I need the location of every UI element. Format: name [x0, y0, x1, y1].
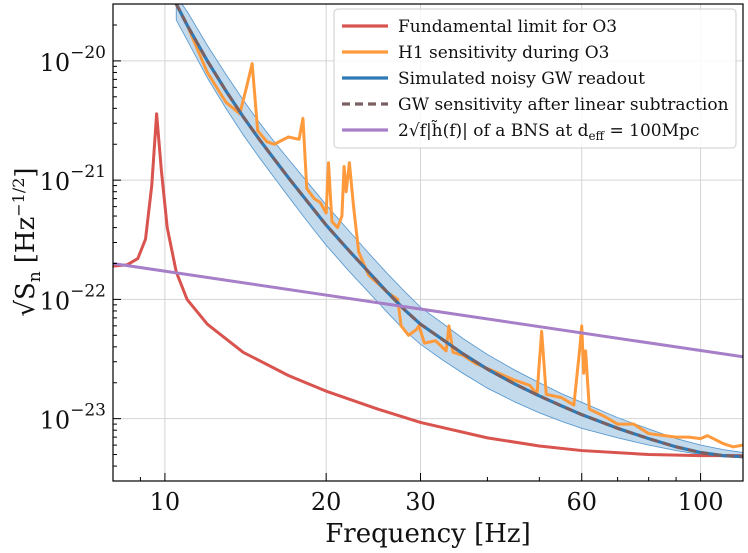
- legend-h1-sensitivity: H1 sensitivity during O3: [342, 43, 609, 63]
- y-tick-label-exponent: −23: [70, 401, 106, 421]
- y-axis-label-exp: −1/2: [9, 178, 28, 217]
- y-axis-label-close: ]: [11, 167, 41, 177]
- x-tick-label: 60: [566, 488, 597, 516]
- legend-label: H1 sensitivity during O3: [398, 43, 609, 63]
- legend-fundamental-limit: Fundamental limit for O3: [342, 17, 617, 37]
- y-tick-label-exponent: −21: [70, 162, 106, 182]
- y-axis-label: √Sn [Hz−1/2]: [9, 167, 45, 316]
- noise-band-area: [175, 4, 743, 459]
- x-tick-label: 20: [311, 488, 342, 516]
- legend-label: Fundamental limit for O3: [398, 17, 617, 37]
- y-tick-label-base: 10: [40, 287, 71, 315]
- x-axis-label: Frequency [Hz]: [325, 519, 531, 549]
- legend-simulated-readout: Simulated noisy GW readout: [342, 69, 645, 89]
- legend-label: 2√f|h̃(f)| of a BNS at deff = 100Mpc: [398, 120, 699, 143]
- svg-text:√Sn[Hz−1/2]: √Sn [Hz−1/2]: [9, 167, 45, 316]
- noise-band: [175, 4, 743, 459]
- bns-signal-line: [113, 262, 743, 359]
- legend-frame: [333, 8, 737, 149]
- x-tick-label: 10: [150, 488, 181, 516]
- y-axis-label-sub: n: [25, 271, 45, 282]
- legend: Fundamental limit for O3 H1 sensitivity d…: [333, 8, 737, 149]
- x-tick-label: 100: [678, 488, 724, 516]
- fundamental-limit-line: [113, 112, 743, 458]
- plot-area: [113, 4, 743, 459]
- h1-sensitivity-line: [174, 4, 743, 449]
- legend-label: Simulated noisy GW readout: [398, 69, 645, 89]
- y-axis-label-unit: [Hz: [11, 217, 41, 264]
- x-tick-labels: 10 20 30 60 100: [150, 488, 724, 516]
- axis-ticks: [112, 3, 744, 481]
- legend-label: GW sensitivity after linear subtraction: [398, 95, 729, 115]
- legend-bns-signal: 2√f|h̃(f)| of a BNS at deff = 100Mpc: [342, 120, 699, 143]
- series-layer: [113, 4, 743, 459]
- x-tick-label: 30: [405, 488, 436, 516]
- gw-after-subtraction-line: [174, 4, 743, 459]
- y-tick-label: 10−21: [40, 162, 106, 196]
- y-tick-label-exponent: −20: [70, 43, 106, 63]
- y-tick-label: 10−23: [40, 401, 106, 435]
- y-tick-label-base: 10: [40, 49, 71, 77]
- y-tick-label-base: 10: [40, 168, 71, 196]
- legend-after-subtraction: GW sensitivity after linear subtraction: [342, 95, 729, 115]
- y-tick-label-base: 10: [40, 407, 71, 435]
- y-tick-label-exponent: −22: [70, 281, 106, 301]
- y-axis-label-sqrt: √S: [11, 282, 41, 316]
- y-tick-label: 10−22: [40, 281, 106, 315]
- y-tick-label: 10−20: [40, 43, 106, 77]
